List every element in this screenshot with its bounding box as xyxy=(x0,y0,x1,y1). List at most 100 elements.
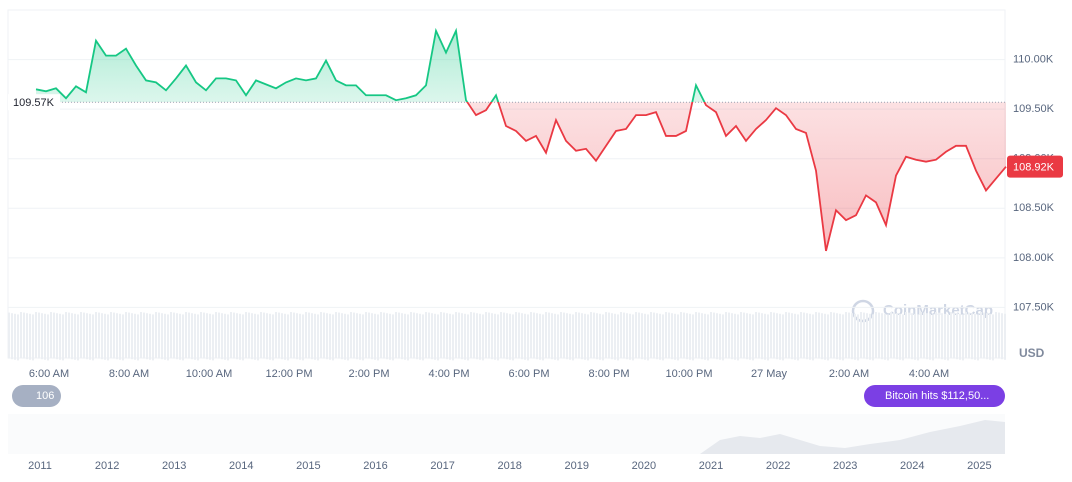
volume-bar xyxy=(443,312,445,359)
volume-bar xyxy=(749,313,751,360)
volume-bar xyxy=(578,312,580,359)
volume-bar xyxy=(542,314,544,361)
volume-bar xyxy=(320,312,322,358)
volume-bar xyxy=(809,313,811,360)
volume-bar xyxy=(104,313,106,360)
volume-bar xyxy=(719,313,721,360)
volume-bar xyxy=(248,312,250,359)
volume-bar xyxy=(413,312,415,359)
volume-bar xyxy=(290,312,292,358)
volume-bar xyxy=(356,313,358,360)
volume-bar xyxy=(239,313,241,360)
area xyxy=(36,30,1006,251)
volume-bar xyxy=(410,312,412,358)
x-tick-label: 2:00 PM xyxy=(349,368,390,380)
volume-bar xyxy=(1004,313,1006,360)
x-tick-label: 10:00 AM xyxy=(186,368,232,380)
volume-bar xyxy=(404,313,406,360)
history-badge[interactable]: 106 xyxy=(12,385,61,407)
volume-bar xyxy=(851,313,853,360)
volume-bar xyxy=(128,312,130,359)
volume-bar xyxy=(368,312,370,359)
volume-bar xyxy=(164,313,166,360)
volume-bar xyxy=(890,312,892,358)
volume-bar xyxy=(257,314,259,361)
last-price-tag xyxy=(1007,155,1063,178)
volume-bar xyxy=(236,313,238,360)
volume-bar xyxy=(500,312,502,358)
volume-bar xyxy=(188,312,190,359)
volume-bar xyxy=(131,313,133,360)
volume-bar xyxy=(452,314,454,361)
volume-bar xyxy=(803,312,805,359)
y-tick-label: 110.00K xyxy=(1013,53,1054,65)
volume-bar xyxy=(422,314,424,361)
volume-bar xyxy=(308,312,310,359)
navigator-year: 2019 xyxy=(565,460,589,472)
volume-bar xyxy=(614,313,616,360)
volume-bar xyxy=(818,312,820,359)
volume-bar xyxy=(815,312,817,358)
volume-bar xyxy=(149,313,151,360)
volume-bar xyxy=(755,312,757,358)
volume-bar xyxy=(896,313,898,360)
volume-bar xyxy=(347,314,349,361)
volume-bar xyxy=(350,312,352,358)
volume-bar xyxy=(860,312,862,358)
volume-bar xyxy=(956,313,958,360)
volume-bar xyxy=(980,312,982,358)
volume-bar xyxy=(311,313,313,360)
volume-bar xyxy=(305,312,307,358)
volume-bar xyxy=(323,312,325,359)
volume-bar xyxy=(74,313,76,360)
event-badge[interactable]: Bitcoin hits $112,50... xyxy=(864,385,1005,407)
volume-bar xyxy=(938,312,940,359)
volume-bar xyxy=(806,313,808,360)
volume-bar xyxy=(530,312,532,358)
volume-bar xyxy=(596,313,598,360)
volume-bar xyxy=(743,312,745,359)
volume-bar xyxy=(191,313,193,360)
volume-bar xyxy=(86,313,88,360)
volume-bar xyxy=(572,314,574,361)
volume-bar xyxy=(761,313,763,360)
navigator-year: 2023 xyxy=(833,460,857,472)
volume-bar xyxy=(122,314,124,361)
volume-bar xyxy=(494,313,496,360)
volume-bar xyxy=(98,312,100,359)
volume-bar xyxy=(923,312,925,359)
volume-bar xyxy=(857,314,859,361)
navigator-year: 2025 xyxy=(967,460,991,472)
volume-bar xyxy=(977,314,979,361)
volume-bar xyxy=(704,313,706,360)
volume-bar xyxy=(242,314,244,361)
volume-bar xyxy=(986,313,988,360)
volume-bar xyxy=(113,312,115,359)
volume-bar xyxy=(392,314,394,361)
volume-bar xyxy=(41,313,43,360)
y-tick-label: 109.50K xyxy=(1013,103,1055,115)
volume-bar xyxy=(359,313,361,360)
navigator-year: 2012 xyxy=(95,460,119,472)
volume-bar xyxy=(830,312,832,358)
volume-bar xyxy=(875,312,877,358)
volume-bar xyxy=(551,313,553,360)
volume-bar xyxy=(485,312,487,358)
volume-bar xyxy=(230,312,232,358)
volume-bar xyxy=(845,312,847,358)
volume-bar xyxy=(698,312,700,359)
volume-bar xyxy=(437,314,439,361)
x-tick-label: 4:00 PM xyxy=(429,368,470,380)
y-tick-label: 108.50K xyxy=(1013,202,1055,214)
volume-bar xyxy=(734,313,736,360)
volume-bar xyxy=(842,314,844,361)
volume-bar xyxy=(533,312,535,359)
volume-bar xyxy=(425,312,427,358)
volume-bar xyxy=(416,313,418,360)
volume-bar xyxy=(716,313,718,360)
volume-bar xyxy=(29,313,31,360)
volume-bar xyxy=(878,312,880,359)
volume-bar xyxy=(95,312,97,358)
volume-bar xyxy=(173,312,175,359)
